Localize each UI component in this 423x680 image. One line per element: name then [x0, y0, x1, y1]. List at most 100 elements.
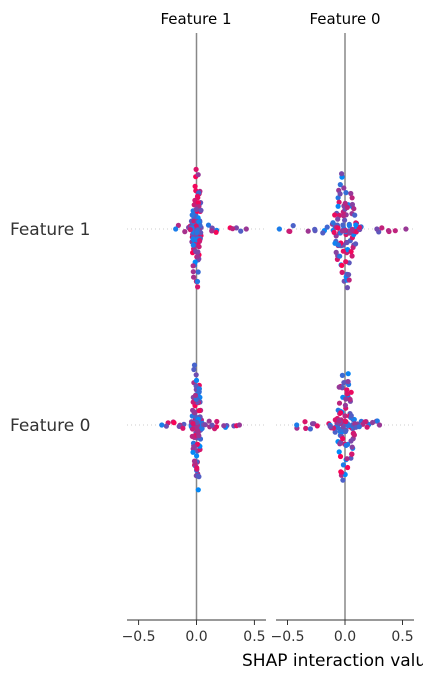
point-1-1-100 [340, 424, 346, 430]
point-1-0-37 [333, 249, 339, 255]
point-0-1-69 [194, 453, 200, 459]
point-1-0-48 [331, 229, 337, 235]
point-1-1-95 [364, 424, 370, 430]
point-0-0-109 [213, 229, 219, 235]
point-0-0-89 [190, 236, 196, 242]
point-1-1-119 [314, 423, 320, 429]
point-0-0-70 [195, 253, 201, 259]
point-0-0-86 [196, 244, 202, 250]
point-1-1-73 [332, 429, 338, 435]
point-0-1-74 [189, 433, 195, 439]
point-1-0-119 [353, 222, 359, 228]
point-1-0-1 [343, 190, 349, 196]
point-1-1-118 [374, 418, 380, 424]
point-1-0-106 [290, 223, 296, 229]
point-0-1-72 [190, 407, 196, 413]
point-1-0-109 [324, 224, 330, 230]
point-0-1-68 [195, 430, 201, 436]
panel-title-0: Feature 1 [161, 10, 232, 28]
point-0-1-110 [214, 418, 220, 425]
point-1-0-81 [337, 191, 343, 197]
point-0-1-81 [191, 444, 197, 450]
point-1-0-74 [335, 203, 341, 209]
point-1-0-121 [339, 228, 345, 234]
point-1-0-43 [351, 206, 357, 212]
point-1-0-75 [343, 259, 349, 265]
point-1-0-87 [353, 241, 359, 247]
point-0-0-94 [205, 222, 212, 228]
point-0-1-76 [190, 449, 196, 455]
point-0-1-24 [195, 487, 201, 493]
point-0-0-59 [191, 274, 197, 280]
point-1-0-13 [332, 212, 338, 218]
point-1-0-15 [335, 195, 341, 201]
point-0-0-66 [193, 206, 199, 212]
point-1-1-46 [341, 380, 347, 386]
point-1-1-53 [348, 413, 354, 419]
x-axis-label: SHAP interaction value [242, 651, 423, 671]
point-1-0-78 [339, 262, 345, 268]
points-layer [159, 166, 409, 493]
point-0-1-87 [196, 408, 202, 414]
row-label-0: Feature 1 [10, 220, 90, 240]
point-0-0-84 [198, 207, 204, 213]
point-1-0-97 [392, 228, 398, 234]
point-1-1-87 [347, 396, 353, 402]
point-0-0-67 [194, 193, 201, 199]
point-0-0-120 [230, 226, 236, 232]
point-0-0-82 [195, 249, 201, 255]
point-1-1-72 [336, 384, 342, 390]
point-1-0-83 [344, 239, 350, 246]
point-0-0-64 [197, 237, 203, 244]
point-1-0-33 [349, 253, 355, 259]
point-0-1-118 [194, 420, 200, 426]
point-1-1-8 [336, 449, 342, 455]
point-1-0-88 [337, 182, 343, 188]
point-0-1-61 [191, 362, 198, 368]
point-0-1-125 [236, 422, 242, 428]
point-0-1-83 [192, 392, 199, 398]
point-1-0-54 [342, 200, 348, 206]
row-guides [127, 228, 414, 426]
point-0-0-65 [190, 242, 196, 248]
point-0-1-4 [193, 372, 199, 378]
x-tick-label-1-2: 0.5 [391, 629, 413, 645]
point-0-1-49 [194, 465, 200, 471]
point-1-1-125 [376, 422, 383, 428]
point-1-0-29 [342, 217, 348, 223]
point-1-0-82 [346, 223, 352, 229]
point-0-1-124 [159, 422, 165, 428]
point-1-0-114 [385, 228, 392, 234]
point-0-1-122 [209, 422, 215, 428]
axes-layer: −0.5 0.0 0.5 −0.5 0.0 0.5 [122, 619, 414, 645]
x-tick-label-1-1: 0.0 [334, 629, 356, 645]
point-0-1-119 [206, 418, 212, 424]
point-0-0-9 [195, 269, 201, 275]
point-1-1-29 [344, 456, 350, 462]
point-1-0-99 [305, 228, 311, 234]
point-0-1-120 [180, 425, 186, 431]
x-tick-label-0-0: −0.5 [122, 629, 156, 645]
x-tick-label-1-0: −0.5 [271, 629, 305, 645]
point-0-1-84 [196, 389, 202, 395]
point-1-0-111 [320, 230, 326, 236]
point-1-1-122 [356, 424, 362, 430]
point-0-0-93 [175, 222, 181, 228]
point-0-1-77 [193, 396, 199, 402]
point-0-0-125 [243, 226, 249, 232]
point-1-1-86 [335, 425, 341, 431]
point-1-1-36 [339, 372, 345, 378]
point-1-0-84 [341, 185, 347, 191]
point-0-0-77 [189, 212, 195, 218]
point-1-1-34 [348, 389, 354, 395]
point-1-0-89 [340, 248, 346, 254]
point-1-1-50 [349, 451, 355, 457]
point-1-0-125 [403, 226, 409, 232]
point-1-0-24 [341, 213, 347, 219]
point-0-1-112 [202, 422, 208, 428]
point-1-1-85 [345, 379, 351, 385]
point-1-0-20 [352, 212, 358, 218]
point-1-0-53 [348, 249, 354, 255]
point-1-0-122 [335, 225, 341, 231]
panel-title-1: Feature 0 [310, 10, 381, 28]
